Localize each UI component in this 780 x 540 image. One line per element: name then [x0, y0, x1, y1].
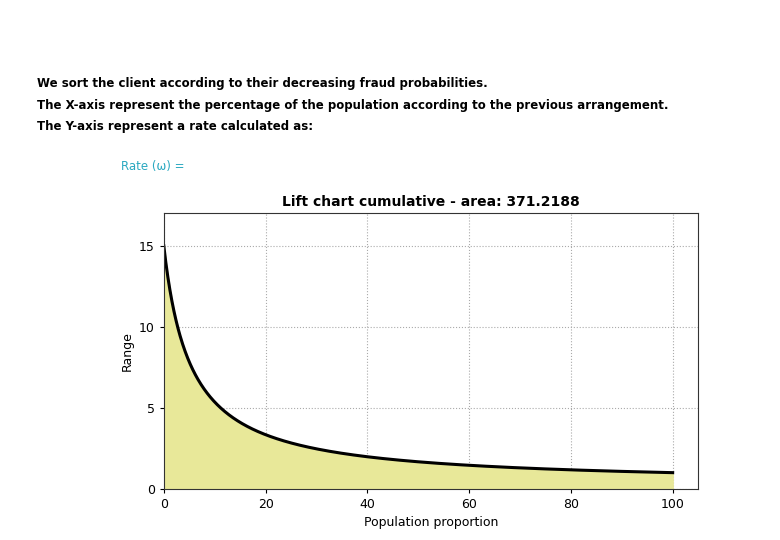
Title: Lift chart cumulative - area: 371.2188: Lift chart cumulative - area: 371.2188	[282, 195, 580, 210]
Y-axis label: Range: Range	[120, 331, 133, 371]
Text: The Y-axis represent a rate calculated as:: The Y-axis represent a rate calculated a…	[37, 120, 314, 133]
Text: neometrics: neometrics	[16, 519, 103, 533]
X-axis label: Population proportion: Population proportion	[363, 516, 498, 529]
Text: LIFT CHART: LIFT CHART	[16, 15, 142, 34]
Text: Rate (ω) =: Rate (ω) =	[121, 160, 184, 173]
Text: The X-axis represent the percentage of the population according to the previous : The X-axis represent the percentage of t…	[37, 98, 669, 112]
Text: We sort the client according to their decreasing fraud probabilities.: We sort the client according to their de…	[37, 77, 488, 90]
Text: 24: 24	[747, 519, 764, 533]
